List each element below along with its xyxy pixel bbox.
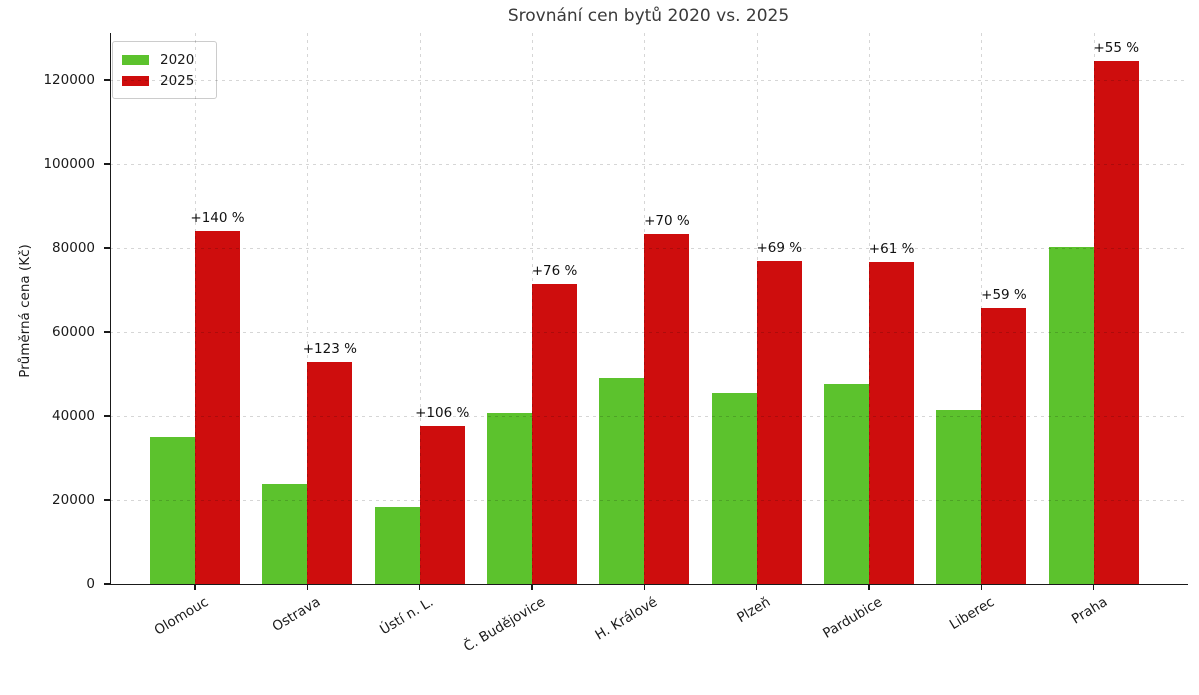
x-tick-label-3: Č. Budějovice (461, 594, 549, 656)
y-tick-mark-120000 (104, 79, 110, 81)
bar-2025-4 (644, 234, 690, 584)
bar-2025-6 (869, 261, 915, 584)
bar-2020-3 (487, 413, 533, 584)
y-tick-mark-100000 (104, 163, 110, 165)
gridline-h-60000 (110, 332, 1187, 334)
bar-2020-6 (824, 384, 870, 584)
y-tick-label-100000: 100000 (43, 156, 95, 173)
pct-annotation-2: +106 % (415, 404, 470, 421)
y-tick-label-120000: 120000 (43, 72, 95, 89)
y-tick-label-40000: 40000 (52, 408, 95, 424)
gridline-h-80000 (110, 248, 1187, 250)
pct-annotation-4: +70 % (644, 213, 690, 230)
y-tick-mark-0 (104, 583, 110, 585)
x-tick-label-7: Liberec (947, 594, 998, 634)
pct-annotation-7: +59 % (981, 286, 1027, 303)
x-tick-mark-3 (531, 585, 533, 590)
bar-2025-7 (981, 307, 1027, 584)
x-tick-mark-4 (643, 585, 646, 590)
gridline-v-4 (644, 33, 646, 584)
legend-item-2020: 2020 (122, 49, 206, 70)
x-tick-mark-7 (980, 585, 983, 590)
x-tick-mark-1 (306, 585, 309, 590)
x-tick-label-1: Ostrava (269, 594, 324, 636)
y-tick-label-20000: 20000 (52, 492, 95, 508)
bar-2025-1 (307, 361, 353, 584)
bar-2025-0 (195, 231, 240, 584)
pct-annotation-1: +123 % (302, 340, 357, 357)
x-tick-label-6: Pardubice (820, 594, 886, 642)
gridline-v-7 (981, 33, 983, 584)
x-tick-mark-5 (756, 585, 758, 590)
x-tick-mark-6 (868, 585, 870, 590)
x-tick-label-0: Olomouc (151, 594, 212, 639)
legend-label-2020: 2020 (160, 51, 195, 68)
x-tick-mark-2 (419, 585, 421, 590)
pct-annotation-3: +76 % (531, 262, 578, 279)
y-tick-mark-80000 (104, 247, 110, 249)
x-tick-mark-8 (1093, 585, 1095, 590)
y-tick-mark-20000 (104, 499, 110, 501)
x-tick-label-4: H. Králové (592, 594, 661, 644)
y-tick-mark-60000 (104, 331, 110, 333)
y-axis-label: Průměrná cena (Kč) (17, 244, 33, 378)
x-tick-mark-0 (194, 585, 196, 590)
bar-2020-4 (599, 378, 645, 584)
bar-2025-5 (756, 261, 802, 584)
bar-2020-1 (262, 484, 308, 584)
pct-annotation-0: +140 % (190, 210, 245, 227)
x-tick-label-5: Plzeň (734, 594, 773, 627)
pct-annotation-5: +69 % (756, 240, 803, 257)
gridline-v-6 (869, 33, 871, 584)
bar-2020-7 (936, 410, 982, 584)
y-tick-mark-40000 (104, 415, 110, 417)
pct-annotation-6: +61 % (868, 240, 915, 257)
bar-2025-3 (532, 283, 578, 584)
x-tick-label-2: Ústí n. L. (376, 594, 436, 639)
gridline-v-8 (1093, 33, 1095, 584)
bar-2025-2 (419, 425, 465, 584)
y-tick-label-80000: 80000 (52, 240, 95, 257)
gridline-v-2 (419, 33, 421, 584)
gridline-v-1 (307, 33, 309, 584)
legend-swatch-2020 (122, 54, 149, 65)
bar-2025-8 (1093, 61, 1139, 584)
bar-2020-0 (150, 437, 195, 584)
gridline-v-5 (756, 33, 758, 584)
plot-area (110, 33, 1188, 585)
pct-annotation-8: +55 % (1093, 40, 1140, 57)
gridline-h-120000 (110, 80, 1187, 82)
legend-swatch-2025 (122, 75, 149, 86)
legend-item-2025: 2025 (122, 70, 206, 91)
gridline-h-100000 (110, 164, 1187, 166)
legend-label-2025: 2025 (160, 72, 195, 89)
gridline-v-0 (195, 33, 196, 584)
gridline-h-40000 (110, 416, 1187, 417)
bar-2020-5 (711, 392, 757, 584)
bar-2020-8 (1048, 246, 1094, 584)
y-tick-label-0: 0 (86, 576, 95, 592)
y-tick-label-60000: 60000 (52, 324, 95, 341)
bar-2020-2 (374, 507, 420, 584)
chart-title: Srovnání cen bytů 2020 vs. 2025 (507, 6, 790, 26)
x-tick-label-8: Praha (1068, 594, 1111, 628)
gridline-v-3 (532, 33, 534, 584)
gridline-h-20000 (110, 500, 1187, 501)
legend: 2020 2025 (112, 41, 217, 99)
